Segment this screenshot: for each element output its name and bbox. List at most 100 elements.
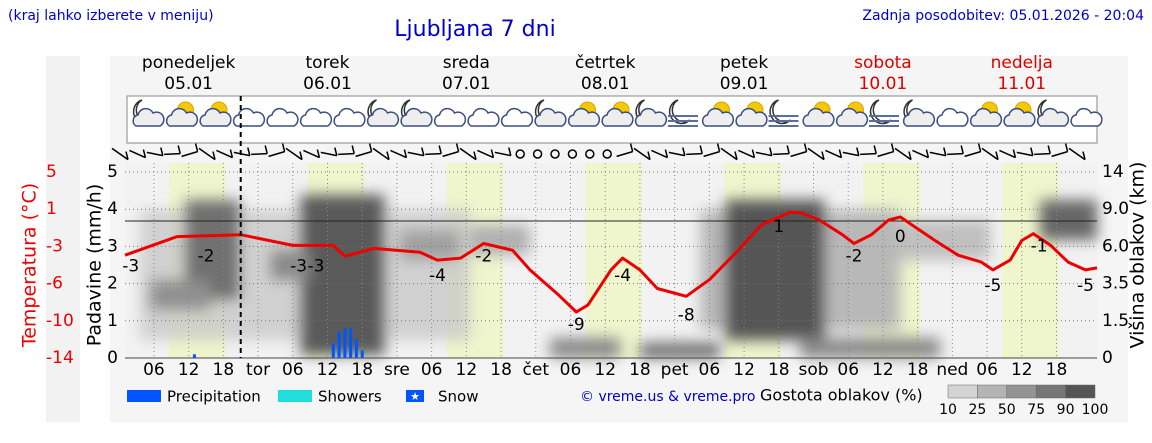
temperature-label: 1 (773, 217, 784, 237)
barb-tick (299, 151, 303, 160)
day-date: 08.01 (581, 74, 630, 94)
barb (442, 150, 459, 158)
barb-tick (1047, 145, 1051, 154)
menu-note: (kraj lahko izberete v meniju) (8, 8, 214, 24)
y-tick-label: 1 (107, 311, 118, 331)
left-panel (46, 56, 80, 422)
cloud (969, 107, 1003, 127)
cloud-height-tick-label: 3.5 (1102, 274, 1129, 294)
cloud (701, 107, 735, 127)
cloud-density-field (140, 195, 1097, 358)
barb-tick (856, 147, 860, 156)
barb-tick (664, 149, 669, 158)
cloud (902, 107, 936, 127)
legend-label: Showers (318, 388, 382, 406)
cloud (534, 107, 567, 127)
cloud-height-tick-label: 14 (1102, 162, 1124, 182)
barb (338, 152, 355, 156)
density-swatch (977, 384, 1008, 399)
cloud (467, 107, 500, 127)
barb-tick (977, 143, 982, 152)
barb (929, 151, 946, 157)
density-swatch (947, 384, 978, 399)
barb (894, 147, 912, 161)
day-name: torek (306, 53, 350, 73)
barb-tick (455, 143, 460, 152)
update-time: Zadnja posodobitev: 05.01.2026 - 20:04 (862, 8, 1144, 24)
x-tick-label: tor (246, 360, 270, 380)
barb (1034, 152, 1051, 156)
density-level: 100 (1082, 402, 1109, 418)
density-swatch (1006, 384, 1037, 399)
barb-tick (716, 143, 721, 152)
barb (407, 151, 424, 157)
barb (355, 150, 372, 158)
barb-tick (212, 151, 216, 160)
barb-tick (473, 151, 477, 160)
cloud (1003, 107, 1036, 127)
barb (285, 147, 303, 161)
y-tick-label: 5 (107, 162, 118, 182)
barb (216, 149, 233, 159)
barb (164, 152, 181, 156)
cloud (735, 107, 768, 127)
temperature-label: -3 (307, 256, 324, 276)
barb (738, 149, 755, 159)
barb (303, 149, 320, 159)
day-name: sreda (443, 53, 490, 73)
barb (477, 149, 494, 159)
cloud (1036, 107, 1070, 127)
cloud-height-tick-label: 1.5 (1102, 311, 1129, 331)
density-level: 25 (968, 402, 986, 418)
barb-tick (908, 151, 912, 160)
density-swatch (1065, 384, 1096, 399)
day-date: 10.01 (859, 74, 908, 94)
x-tick-label: sre (384, 360, 410, 380)
x-tick-label: 12 (594, 360, 616, 380)
x-tick-label: čet (523, 360, 550, 380)
x-tick-label: 12 (1011, 360, 1033, 380)
calm (585, 149, 595, 159)
barb-tick (194, 143, 199, 152)
barb-tick (821, 151, 825, 160)
barb (111, 147, 129, 161)
temperature-label: -1 (1031, 237, 1048, 257)
temperature-label: -9 (568, 315, 585, 335)
temperature-line (124, 210, 1098, 314)
legend-swatch (278, 390, 312, 402)
barb (877, 150, 894, 158)
barb (651, 149, 668, 159)
x-tick-label: 06 (421, 360, 443, 380)
temperature-tick-label: -14 (46, 348, 74, 368)
day-name: ponedeljek (142, 53, 236, 73)
temperature-axis-title: Temperatura (°C) (19, 183, 41, 348)
barb (146, 151, 163, 157)
barb-tick (281, 143, 286, 152)
chart-title: Ljubljana 7 dni (394, 17, 555, 42)
cloud (433, 107, 467, 127)
calm (602, 149, 612, 159)
cloud (366, 107, 400, 127)
x-tick-label: 12 (456, 360, 478, 380)
x-tick-label: 12 (178, 360, 200, 380)
barb-tick (438, 145, 442, 154)
barb-tick (368, 143, 373, 152)
x-tick-label: 06 (282, 360, 304, 380)
barb-tick (316, 149, 321, 158)
x-tick-label: sob (798, 360, 828, 380)
temperature-label: -2 (475, 247, 492, 267)
temperature-label: -4 (614, 266, 631, 286)
x-tick-label: 12 (872, 360, 894, 380)
barb-tick (682, 147, 686, 156)
day-date: 07.01 (442, 74, 491, 94)
barb (686, 152, 703, 156)
cloud-height-tick-label: 9.0 (1102, 199, 1129, 219)
cloud (299, 107, 333, 127)
barb (1016, 151, 1033, 157)
barb-tick (229, 149, 234, 158)
calm (532, 149, 543, 159)
day-name: petek (720, 53, 768, 73)
temperature-tick-label: -6 (46, 274, 63, 294)
cloud (802, 107, 835, 127)
barb (790, 150, 807, 158)
